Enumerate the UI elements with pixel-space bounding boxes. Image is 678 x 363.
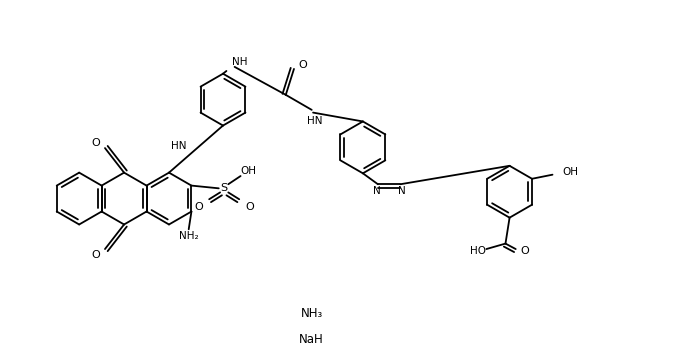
Text: HN: HN: [306, 117, 322, 126]
Text: OH: OH: [563, 167, 579, 177]
Text: O: O: [194, 203, 203, 212]
Text: HO: HO: [469, 246, 485, 256]
Text: O: O: [245, 203, 254, 212]
Text: NH₃: NH₃: [300, 307, 323, 320]
Text: O: O: [92, 249, 100, 260]
Text: O: O: [298, 60, 307, 70]
Text: OH: OH: [241, 166, 257, 176]
Text: O: O: [92, 138, 100, 148]
Text: N: N: [374, 186, 381, 196]
Text: S: S: [220, 183, 228, 193]
Text: N: N: [398, 186, 405, 196]
Text: HN: HN: [171, 141, 186, 151]
Text: NH₂: NH₂: [179, 231, 199, 241]
Text: O: O: [520, 246, 529, 256]
Text: NH: NH: [233, 57, 248, 67]
Text: NaH: NaH: [299, 333, 324, 346]
